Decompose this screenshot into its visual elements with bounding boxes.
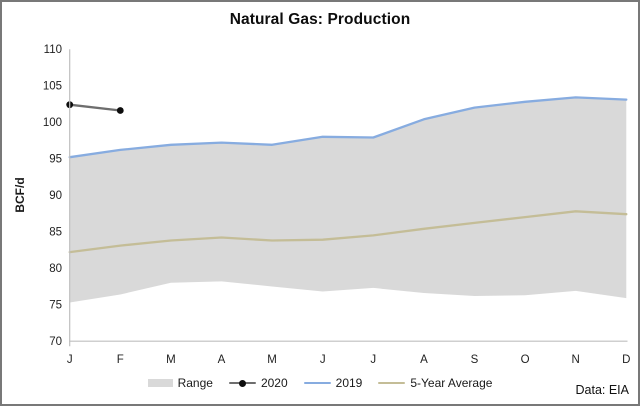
marker-dot-icon xyxy=(238,379,246,387)
line-swatch-5yr-average xyxy=(378,379,406,388)
x-tick-label: N xyxy=(572,354,580,366)
x-tick-label: M xyxy=(267,354,277,366)
range-band-swatch xyxy=(147,379,173,387)
line-swatch-bar-5yr-average xyxy=(378,381,406,385)
y-tick-label: 80 xyxy=(49,263,62,275)
legend-label-5yr-average: 5-Year Average xyxy=(410,376,493,390)
series-line-2019 xyxy=(68,96,628,159)
line-marker-swatch-2020 xyxy=(228,379,256,388)
legend-item-2020: 2020 xyxy=(228,376,288,390)
x-tick-label: S xyxy=(471,354,479,366)
chart-title: Natural Gas: Production xyxy=(229,11,411,28)
legend-item-2019: 2019 xyxy=(303,376,363,390)
x-tick-label: F xyxy=(117,354,124,366)
series-marker-2020 xyxy=(116,107,124,114)
line-swatch-2019 xyxy=(303,379,331,388)
y-tick-label: 95 xyxy=(49,154,62,166)
legend-label-range: Range xyxy=(177,376,213,390)
x-tick-label: J xyxy=(320,354,326,366)
y-tick-label: 100 xyxy=(43,117,62,129)
legend-item-range: Range xyxy=(147,376,213,390)
y-tick-label: 90 xyxy=(49,190,62,202)
y-tick-label: 75 xyxy=(49,300,62,312)
source-note: Data: EIA xyxy=(575,383,630,397)
series-line-2020 xyxy=(68,103,122,112)
range-band xyxy=(69,97,627,303)
legend-label-2020: 2020 xyxy=(260,376,288,390)
series-line-5-year-average xyxy=(68,210,628,254)
x-tick-label: J xyxy=(370,354,376,366)
x-tick-label: A xyxy=(420,354,428,366)
x-tick-label: A xyxy=(218,354,226,366)
legend-item-5yr-average: 5-Year Average xyxy=(378,376,492,390)
x-tick-label: O xyxy=(521,354,530,366)
x-tick-label: M xyxy=(166,354,176,366)
y-tick-label: 110 xyxy=(44,44,62,56)
x-tick-label: D xyxy=(622,354,630,366)
line-swatch-bar-2019 xyxy=(303,381,331,385)
legend-label-2019: 2019 xyxy=(335,376,363,390)
legend: Range 2020 2019 5-Year Average xyxy=(2,376,638,390)
y-tick-label: 105 xyxy=(43,81,62,93)
x-tick-label: J xyxy=(67,354,73,366)
y-tick-label: 70 xyxy=(49,336,62,348)
y-tick-label: 85 xyxy=(49,227,62,239)
